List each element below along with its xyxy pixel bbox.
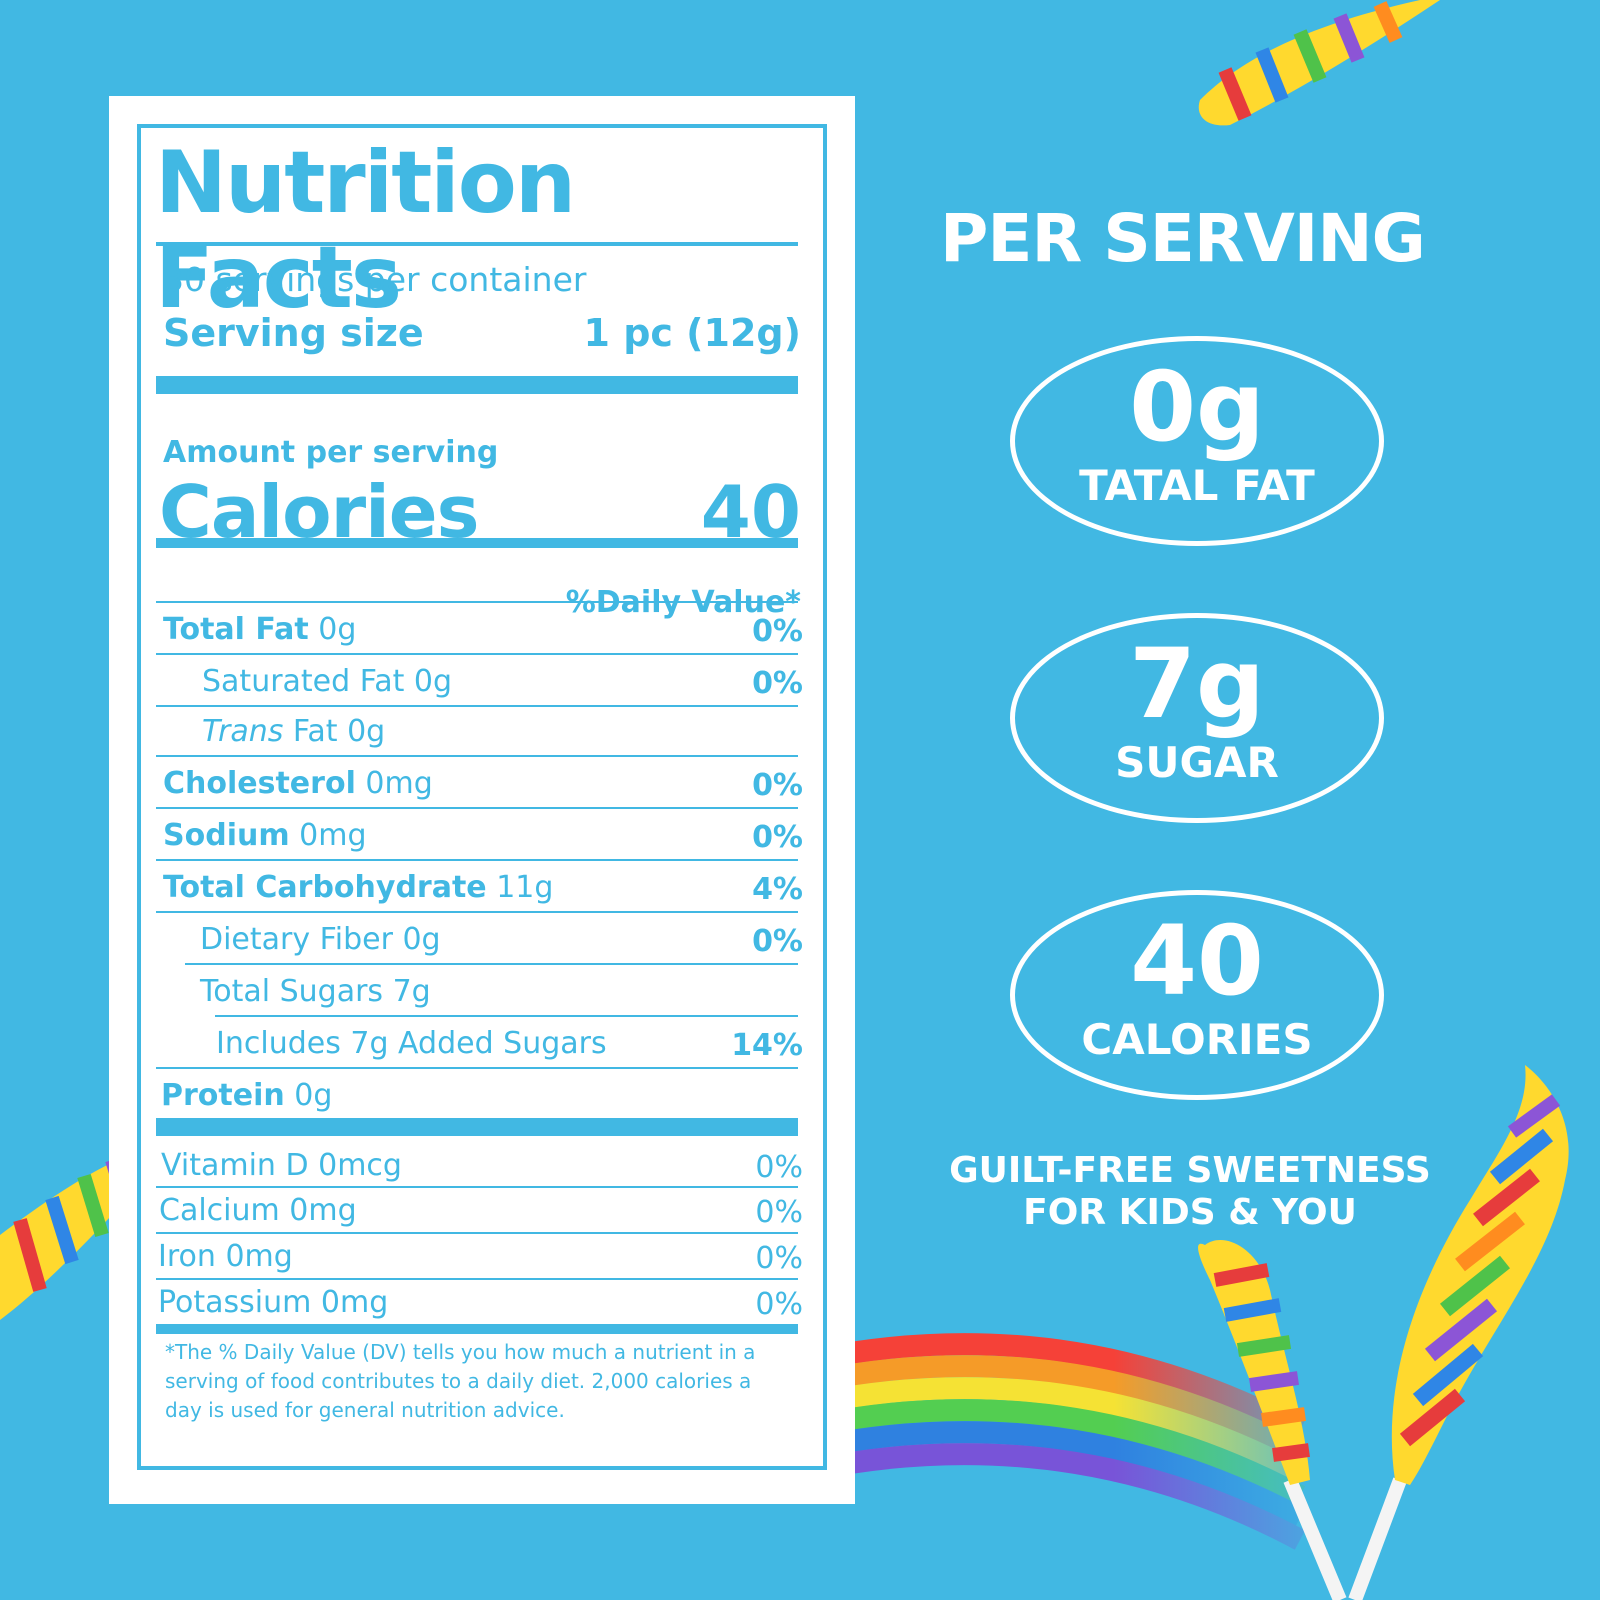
thick-divider [156, 1118, 798, 1136]
nutrient-name: Sodium [163, 818, 290, 853]
medium-divider [156, 1324, 798, 1334]
nutrient-dv: 0% [752, 666, 803, 701]
nutrient-amount: 0g [413, 664, 453, 699]
lollipop-stick [1283, 1477, 1347, 1600]
rainbow-twist-lollipop [1198, 0, 1440, 126]
nutrient-amount: 0g [402, 922, 441, 957]
nutrition-facts-border: Nutrition Facts 30 servings per containe… [137, 124, 827, 1470]
divider [156, 807, 798, 809]
rainbow-twist-lollipop [1198, 1240, 1310, 1485]
divider [156, 653, 798, 655]
vitamin-amount: 0mg [225, 1239, 293, 1274]
divider [215, 1015, 798, 1017]
vitamin-row-calcium: Calcium 0mg 0% [156, 1183, 803, 1233]
vitamin-row-iron: Iron 0mg 0% [156, 1229, 803, 1279]
divider [156, 705, 798, 707]
nutrient-amount: 11g [496, 870, 554, 905]
divider [156, 242, 798, 246]
vitamin-dv: 0% [755, 1195, 803, 1230]
vitamin-amount: 0mg [320, 1285, 389, 1320]
nutrient-dv: 14% [731, 1028, 803, 1063]
amount-per-serving: Amount per serving [163, 435, 499, 470]
nutrition-facts-panel: Nutrition Facts 30 servings per containe… [109, 96, 855, 1504]
nutrition-facts-title: Nutrition Facts [155, 133, 576, 328]
fat-value: 0g [1129, 351, 1265, 463]
per-serving-heading: PER SERVING [940, 200, 1426, 277]
nutrient-row-total-sugars: Total Sugars 7g [156, 964, 798, 1014]
nutrient-amount: 0mg [365, 766, 433, 801]
nutrient-row-total-fat: Total Fat 0g 0% [156, 602, 803, 652]
nutrient-amount: 7g [392, 974, 431, 1009]
vitamin-name: Vitamin D [161, 1148, 309, 1183]
vitamin-name: Potassium [158, 1285, 312, 1320]
lollipop-stick [1348, 1477, 1407, 1600]
serving-size-label: Serving size [163, 311, 424, 355]
nutrient-row-total-carbohydrate: Total Carbohydrate 11g 4% [156, 860, 803, 910]
vitamin-row-vitamin-d: Vitamin D 0mcg 0% [156, 1138, 803, 1188]
nutrient-row-dietary-fiber: Dietary Fiber 0g 0% [156, 912, 803, 962]
vitamin-amount: 0mg [289, 1193, 357, 1228]
vitamin-dv: 0% [755, 1241, 803, 1276]
nutrient-row-sodium: Sodium 0mg 0% [156, 808, 803, 858]
nutrient-name: Dietary Fiber [200, 922, 393, 957]
divider [156, 601, 798, 603]
divider [156, 755, 798, 757]
nutrient-row-cholesterol: Cholesterol 0mg 0% [156, 756, 803, 806]
calories-value: 40 [700, 470, 801, 554]
footnote: *The % Daily Value (DV) tells you how mu… [165, 1340, 756, 1422]
vitamin-dv: 0% [755, 1287, 803, 1322]
calories-highlight-oval: 40 CALORIES [1010, 890, 1384, 1100]
sugar-highlight-oval: 7g SUGAR [1010, 613, 1384, 823]
nutrient-name: Saturated Fat [202, 664, 405, 699]
sugar-value: 7g [1129, 628, 1265, 740]
nutrient-name: Protein [161, 1078, 285, 1113]
thick-divider [156, 376, 798, 394]
vitamin-amount: 0mcg [318, 1148, 402, 1183]
nutrient-row-saturated-fat: Saturated Fat 0g 0% [156, 654, 803, 704]
nutrient-row-protein: Protein 0g [156, 1068, 798, 1118]
calories-highlight-value: 40 [1130, 905, 1264, 1017]
divider [156, 1278, 798, 1280]
vitamin-name: Iron [158, 1239, 216, 1274]
vitamin-row-potassium: Potassium 0mg 0% [156, 1275, 803, 1325]
calories-label: Calories [159, 470, 479, 554]
divider [185, 963, 798, 965]
sugar-label: SUGAR [1115, 738, 1279, 787]
fat-label: TATAL FAT [1079, 461, 1315, 510]
vitamin-dv: 0% [755, 1150, 803, 1185]
divider [156, 1232, 798, 1234]
divider [156, 1186, 798, 1188]
nutrient-name: Cholesterol [163, 766, 356, 801]
nutrient-dv: 0% [752, 768, 803, 803]
nutrient-row-added-sugars: Includes 7g Added Sugars 14% [156, 1016, 803, 1066]
tagline-line-1: GUILT-FREE SWEETNESS [949, 1150, 1431, 1191]
tagline: GUILT-FREE SWEETNESS FOR KIDS & YOU [940, 1150, 1440, 1234]
nutrient-name: Total Sugars [200, 974, 384, 1009]
fat-highlight-oval: 0g TATAL FAT [1010, 336, 1384, 546]
divider [156, 1067, 798, 1069]
nutrient-name: Trans [202, 714, 284, 749]
calories-highlight-label: CALORIES [1081, 1015, 1313, 1064]
divider [156, 911, 798, 913]
medium-divider [156, 538, 798, 548]
nutrient-name: Total Carbohydrate [163, 870, 487, 905]
nutrient-name: Includes 7g Added Sugars [216, 1026, 607, 1061]
nutrient-amount: 0mg [299, 818, 367, 853]
nutrient-dv: 0% [752, 924, 803, 959]
nutrient-name: Total Fat [163, 612, 309, 647]
nutrient-amount: 0g [294, 1078, 333, 1113]
nutrient-dv: 0% [752, 614, 803, 649]
tagline-line-2: FOR KIDS & YOU [1023, 1192, 1357, 1233]
nutrient-amount: 0g [318, 612, 357, 647]
serving-size-value: 1 pc (12g) [583, 311, 801, 355]
nutrient-dv: 4% [752, 872, 803, 907]
divider [156, 859, 798, 861]
nutrient-amount: Fat 0g [292, 714, 386, 749]
rainbow-twist-lollipop [1391, 1065, 1569, 1485]
vitamin-name: Calcium [159, 1193, 280, 1228]
nutrient-dv: 0% [752, 820, 803, 855]
servings-per-container: 30 servings per container [163, 260, 587, 299]
nutrient-row-trans-fat: Trans Fat 0g [156, 704, 798, 754]
